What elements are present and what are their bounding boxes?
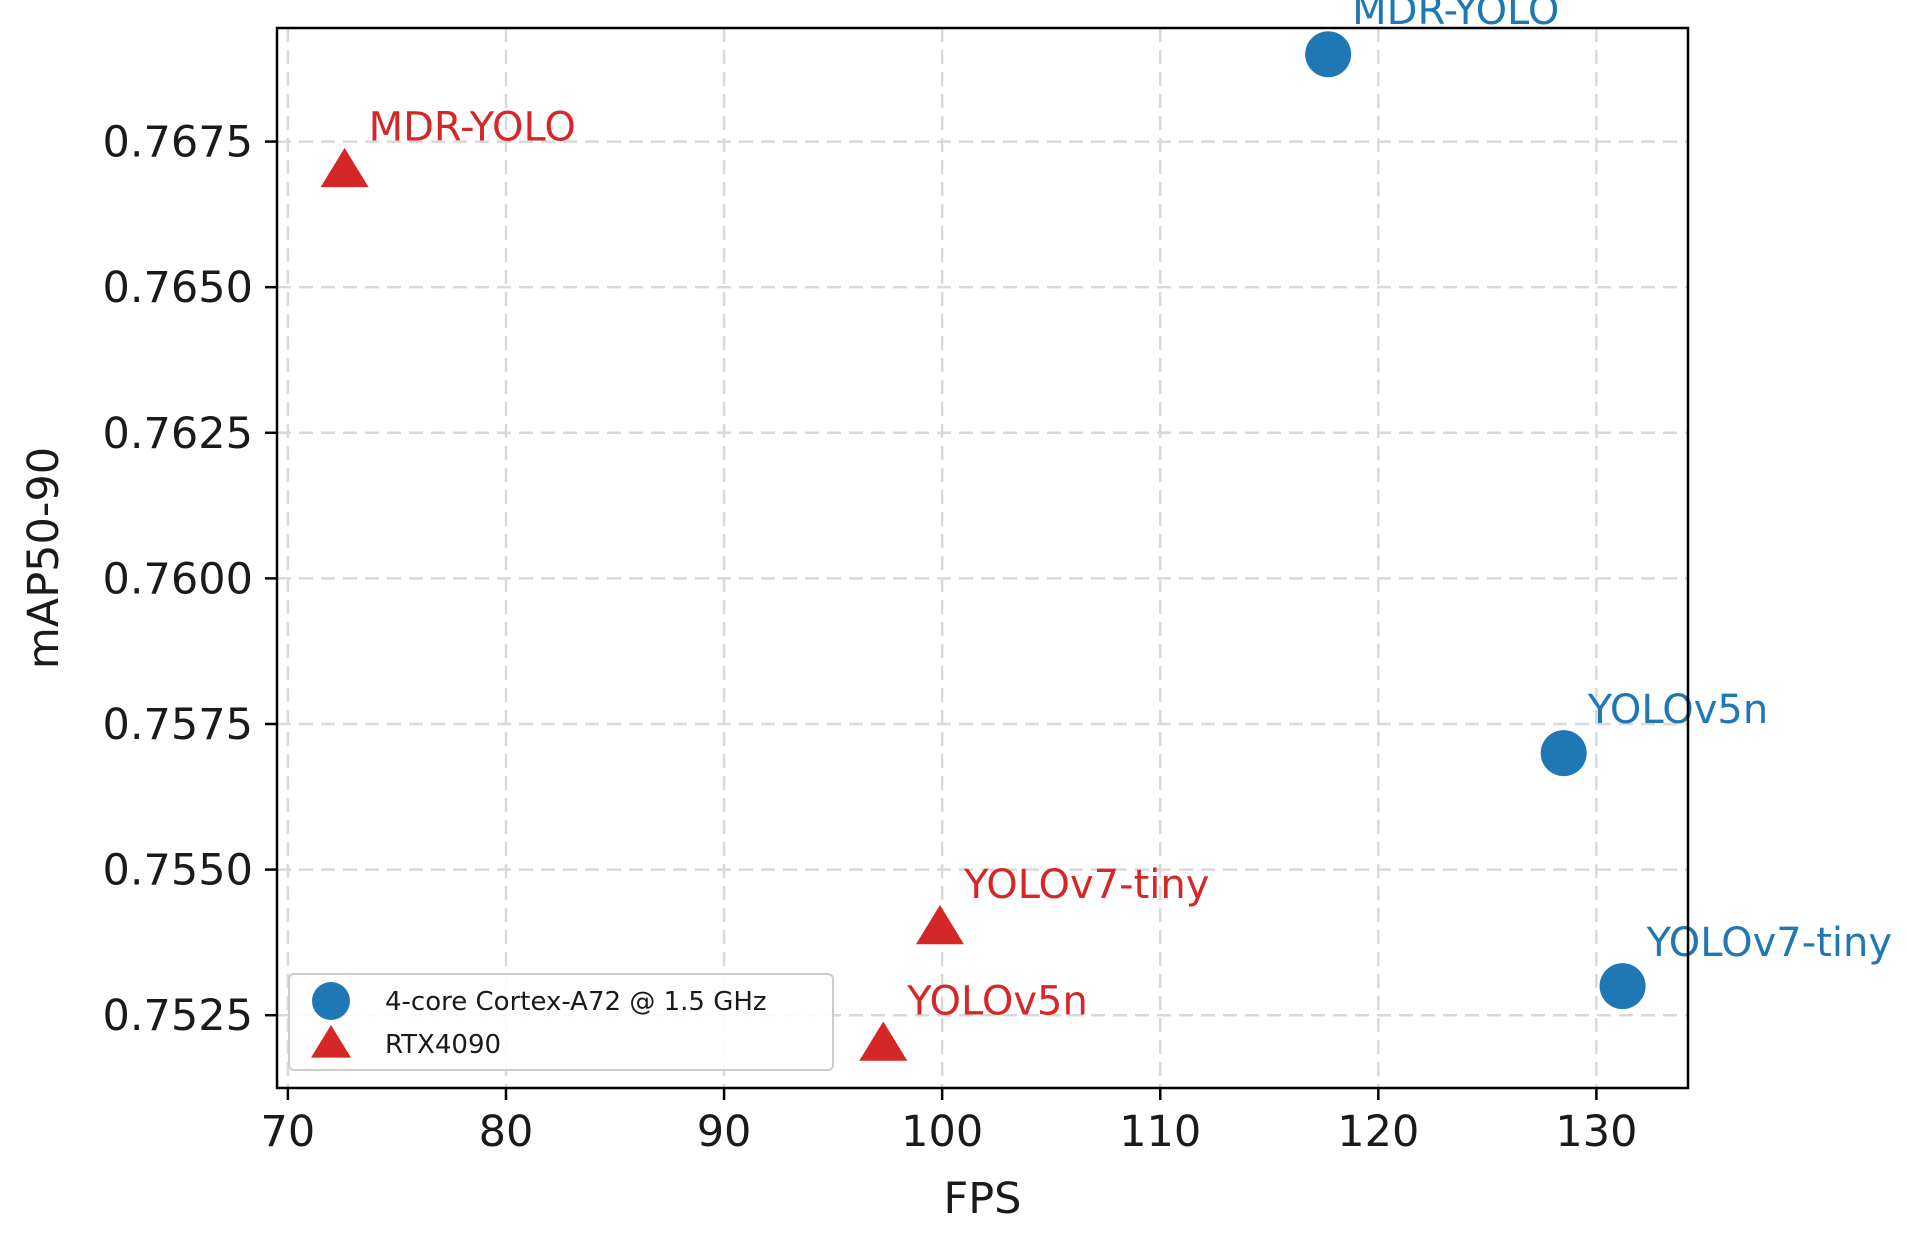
y-tick-label: 0.7650	[103, 263, 253, 313]
y-axis-label: mAP50-90	[19, 447, 69, 669]
x-tick-label: 70	[261, 1107, 316, 1157]
x-tick-label: 80	[479, 1107, 534, 1157]
point-cortex-yolov5n	[1540, 730, 1587, 777]
grid-lines	[277, 28, 1688, 1088]
y-tick-label: 0.7550	[103, 846, 253, 896]
legend-entry-cortex: 4-core Cortex-A72 @ 1.5 GHz	[385, 987, 767, 1017]
point-cortex-yolov7-tiny	[1599, 963, 1646, 1010]
x-tick-label: 90	[697, 1107, 752, 1157]
y-tick-label: 0.7625	[103, 409, 253, 459]
x-axis-label: FPS	[944, 1174, 1022, 1224]
legend: 4-core Cortex-A72 @ 1.5 GHz RTX4090	[288, 973, 834, 1071]
x-tick-label: 130	[1555, 1107, 1637, 1157]
point-label: YOLOv5n	[1587, 687, 1769, 733]
point-label: YOLOv7-tiny	[963, 862, 1209, 908]
point-labels: MDR-YOLOYOLOv5nYOLOv7-tinyMDR-YOLOYOLOv7…	[369, 0, 1892, 1024]
point-cortex-mdr-yolo	[1305, 31, 1352, 78]
y-tick-label: 0.7525	[103, 991, 253, 1041]
point-label: YOLOv5n	[906, 978, 1088, 1024]
data-points	[320, 31, 1646, 1061]
point-rtx4090-yolov5n	[859, 1021, 908, 1061]
legend-box	[288, 973, 834, 1071]
point-label: MDR-YOLO	[369, 105, 576, 151]
legend-entry-rtx4090: RTX4090	[385, 1030, 501, 1060]
y-axis-ticks: 0.7525 0.7550 0.7575 0.7600 0.7625 0.7650 0.76…	[103, 118, 277, 1041]
legend-circle-marker	[312, 982, 350, 1020]
x-tick-label: 100	[901, 1107, 983, 1157]
x-tick-label: 110	[1119, 1107, 1201, 1157]
point-rtx4090-mdr-yolo	[320, 147, 369, 188]
y-tick-label: 0.7600	[103, 554, 253, 604]
plot-frame	[275, 26, 1690, 1090]
x-axis-ticks: 70 80 90 100 110 120 130	[261, 1088, 1637, 1157]
legend-triangle-marker	[311, 1025, 351, 1058]
point-label: YOLOv7-tiny	[1646, 920, 1892, 966]
y-tick-label: 0.7575	[103, 700, 253, 750]
y-tick-label: 0.7675	[103, 118, 253, 168]
x-tick-label: 120	[1337, 1107, 1419, 1157]
point-rtx4090-yolov7-tiny	[915, 905, 964, 945]
